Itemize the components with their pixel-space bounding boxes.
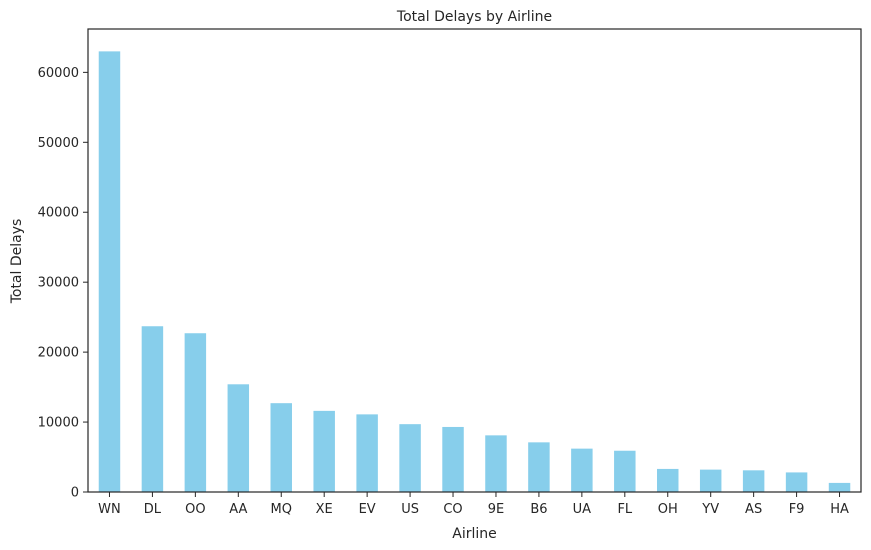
- x-tick-label: YV: [701, 502, 719, 517]
- plot-frame: [87, 28, 862, 493]
- bar-oh: [657, 468, 679, 492]
- bar-xe: [313, 410, 335, 492]
- bar-co: [442, 426, 464, 492]
- bar-b6: [528, 442, 550, 492]
- x-tick-label: F9: [789, 502, 805, 517]
- y-tick-label: 0: [71, 486, 79, 501]
- x-tick-label: OH: [658, 502, 678, 517]
- y-tick-label: 10000: [38, 416, 79, 431]
- x-tick-label: AS: [745, 502, 762, 517]
- y-tick-label: 30000: [38, 276, 79, 291]
- bar-ev: [356, 414, 378, 492]
- bar-9e: [485, 435, 507, 492]
- x-axis-label: Airline: [452, 526, 497, 542]
- bar-wn: [98, 51, 121, 492]
- y-tick-label: 40000: [38, 206, 79, 221]
- x-tick-label: HA: [830, 502, 849, 517]
- bar-as: [742, 470, 765, 492]
- y-tick-label: 20000: [38, 346, 79, 361]
- x-tick-label: CO: [443, 502, 462, 517]
- y-tick-label: 50000: [38, 136, 79, 151]
- bar-oo: [184, 333, 207, 492]
- x-tick-label: WN: [98, 502, 121, 517]
- x-tick-label: B6: [530, 502, 547, 517]
- chart-title: Total Delays by Airline: [396, 9, 552, 25]
- bar-f9: [785, 472, 808, 492]
- bar-yv: [699, 469, 722, 492]
- x-tick-label: EV: [359, 502, 376, 517]
- bars-group: [98, 51, 851, 492]
- x-tick-label: FL: [617, 502, 632, 517]
- x-tick-label: 9E: [488, 502, 505, 517]
- bar-ua: [571, 448, 593, 492]
- x-tick-label: US: [401, 502, 419, 517]
- x-axis-ticks: WN DL OO AA MQ XE EV US CO 9E B6 UA FL OH YV AS F9 HA: [98, 492, 849, 517]
- x-tick-label: MQ: [271, 502, 292, 517]
- bar-ha: [828, 482, 851, 492]
- x-tick-label: UA: [573, 502, 592, 517]
- bar-us: [399, 424, 421, 492]
- x-tick-label: XE: [316, 502, 333, 517]
- bar-dl: [141, 326, 164, 492]
- x-tick-label: OO: [185, 502, 205, 517]
- bar-fl: [614, 450, 636, 492]
- y-axis-ticks: 0 10000 20000 30000 40000 50000 60000: [38, 66, 88, 501]
- bar-aa: [227, 384, 250, 492]
- x-tick-label: AA: [229, 502, 247, 517]
- y-axis-label: Total Delays: [9, 219, 25, 305]
- y-tick-label: 60000: [38, 66, 79, 81]
- bar-mq: [270, 403, 292, 492]
- x-tick-label: DL: [144, 502, 162, 517]
